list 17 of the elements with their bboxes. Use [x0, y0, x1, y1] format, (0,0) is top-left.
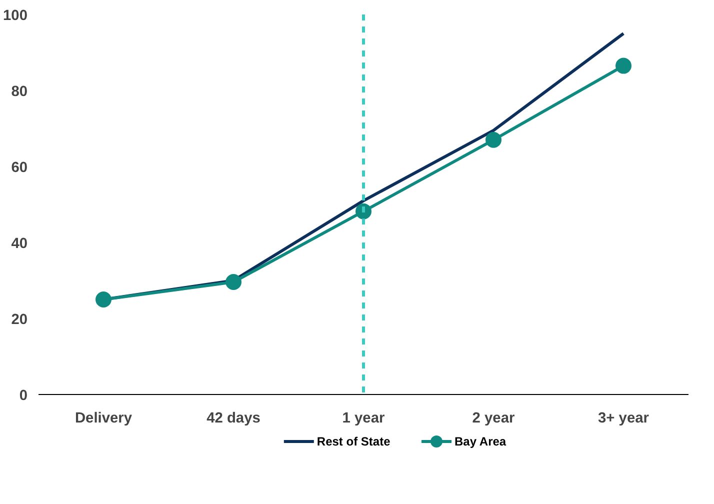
y-tick-label: 20 — [11, 312, 28, 328]
x-tick-label: 42 days — [206, 410, 260, 426]
y-tick-label: 40 — [11, 236, 28, 252]
x-tick-label: 3+ year — [598, 410, 650, 426]
x-tick-label: 1 year — [342, 410, 385, 426]
y-tick-label: 60 — [11, 160, 28, 176]
point — [486, 132, 502, 148]
legend-label: Bay Area — [454, 434, 506, 448]
y-tick-label: 80 — [11, 84, 28, 100]
point — [616, 58, 632, 74]
y-tick-label: 0 — [19, 388, 28, 404]
x-tick-label: Delivery — [74, 410, 133, 426]
y-tick-label: 100 — [3, 8, 28, 24]
legend-label: Rest of State — [316, 434, 391, 448]
point — [226, 274, 242, 290]
x-tick-label: 2 year — [472, 410, 515, 426]
point — [96, 292, 112, 308]
